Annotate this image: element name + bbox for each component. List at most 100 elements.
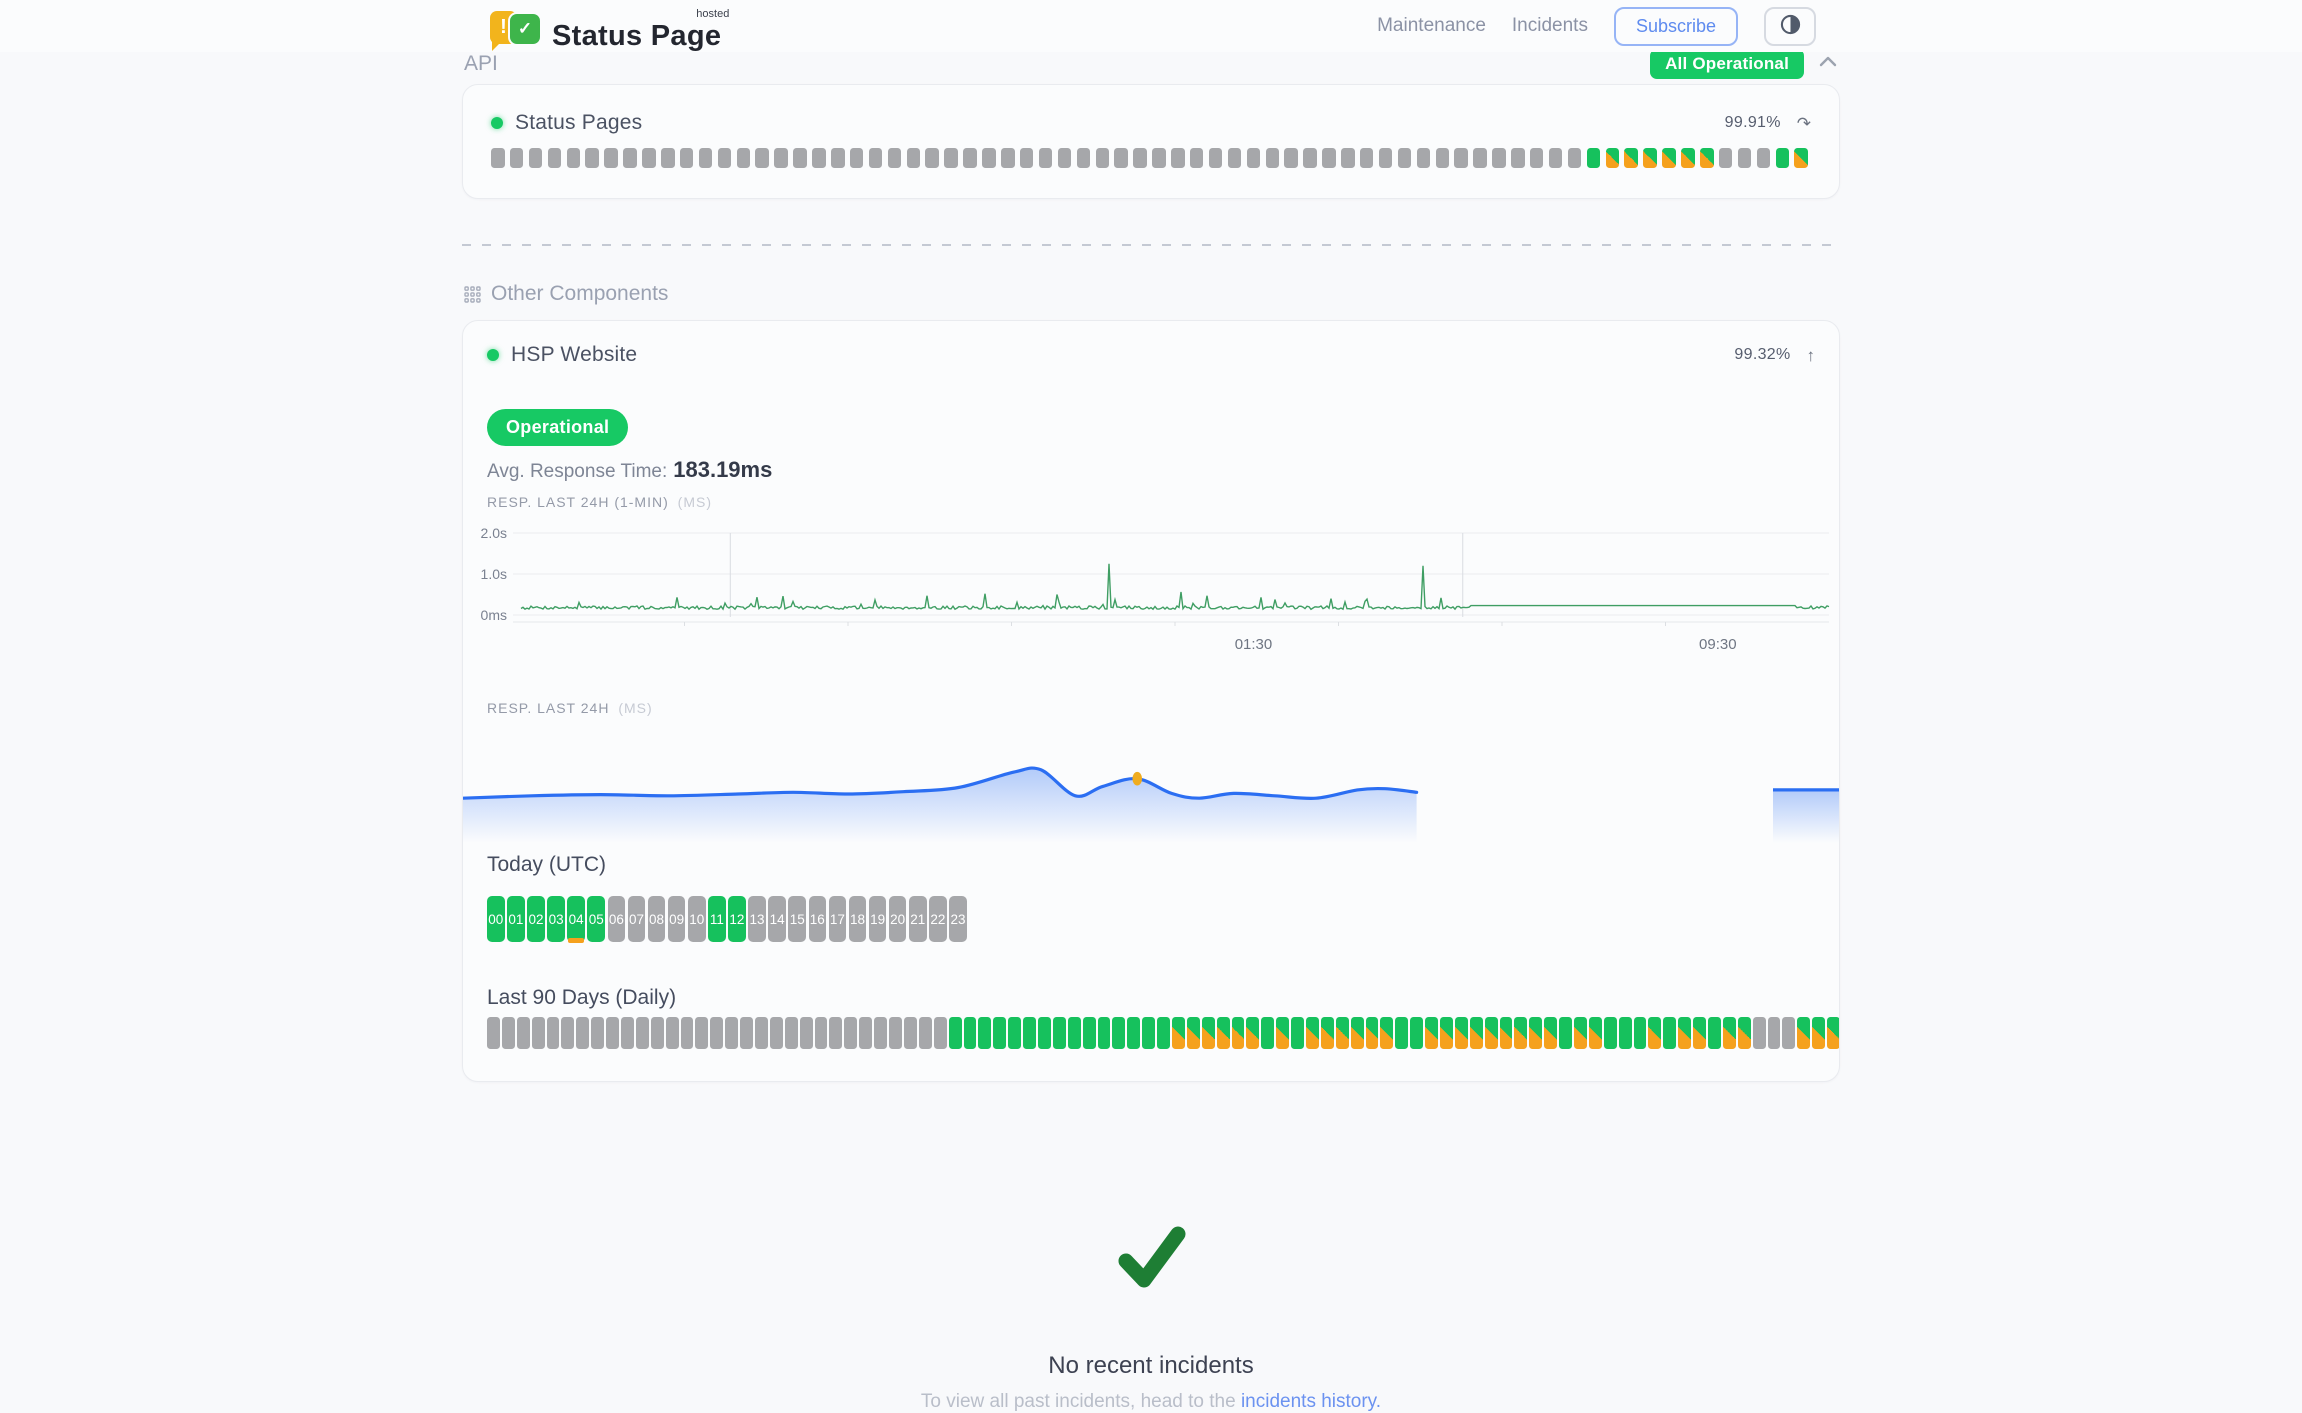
uptime-bar[interactable] [591,1017,605,1049]
uptime-bar[interactable] [585,148,599,168]
uptime-bar[interactable] [501,1017,515,1049]
uptime-bar[interactable] [918,1017,932,1049]
uptime-bar[interactable] [1737,148,1752,168]
hour-box-07[interactable]: 07 [627,896,646,942]
uptime-bar[interactable] [1499,1017,1513,1049]
uptime-bar[interactable] [1171,148,1185,168]
refresh-arrow-icon[interactable]: ↷ [1796,113,1811,133]
uptime-bar[interactable] [1514,1017,1528,1049]
uptime-bar[interactable] [868,148,883,168]
uptime-bar[interactable] [1529,1017,1543,1049]
uptime-bar[interactable] [1633,1017,1647,1049]
uptime-bar[interactable] [774,148,788,168]
uptime-bar[interactable] [1133,148,1147,168]
uptime-bar[interactable] [1142,1017,1156,1049]
uptime-bar[interactable] [1246,148,1261,168]
uptime-bar[interactable] [1322,148,1336,168]
uptime-bar[interactable] [1189,148,1204,168]
hour-box-15[interactable]: 15 [788,896,806,942]
uptime-bar[interactable] [933,1017,947,1049]
nav-maintenance[interactable]: Maintenance [1377,15,1486,36]
uptime-bar[interactable] [661,148,675,168]
uptime-bar[interactable] [874,1017,888,1049]
uptime-bar[interactable] [812,148,826,168]
uptime-bar[interactable] [1435,148,1450,168]
uptime-bar[interactable] [1231,1017,1245,1049]
uptime-bar[interactable] [1827,1017,1839,1049]
uptime-bar[interactable] [1265,148,1280,168]
uptime-bar[interactable] [1201,1017,1215,1049]
hour-box-08[interactable]: 08 [647,896,666,942]
hour-box-20[interactable]: 20 [888,896,907,942]
uptime-bar[interactable] [1454,1017,1468,1049]
uptime-bar[interactable] [1722,1017,1736,1049]
hour-box-04[interactable]: 04 [567,896,585,943]
uptime-bar[interactable] [650,1017,664,1049]
uptime-bar[interactable] [1574,1017,1587,1049]
uptime-bar[interactable] [1567,148,1582,168]
uptime-bar[interactable] [1469,1017,1483,1049]
uptime-bar[interactable] [1588,1017,1602,1049]
uptime-bar[interactable] [1643,148,1657,168]
uptime-bar[interactable] [1261,1017,1275,1049]
hour-box-16[interactable]: 16 [808,896,827,942]
hour-box-13[interactable]: 13 [748,896,766,942]
uptime-bar[interactable] [1052,1017,1066,1049]
uptime-bar[interactable] [1157,1017,1170,1049]
uptime-bar[interactable] [1227,148,1242,168]
uptime-bar[interactable] [576,1017,590,1049]
uptime-bar[interactable] [547,148,562,168]
uptime-bar[interactable] [736,148,751,168]
uptime-bar[interactable] [665,1017,679,1049]
uptime-bar[interactable] [831,148,845,168]
uptime-bar[interactable] [784,1017,798,1049]
uptime-bar[interactable] [604,148,618,168]
uptime-bar[interactable] [1276,1017,1290,1049]
hour-box-12[interactable]: 12 [728,896,746,942]
hour-box-19[interactable]: 19 [868,896,887,942]
uptime-bar[interactable] [1067,1017,1081,1049]
uptime-bar[interactable] [1380,1017,1394,1049]
uptime-bar[interactable] [1794,148,1808,168]
uptime-bar[interactable] [1303,148,1317,168]
hour-box-01[interactable]: 01 [507,896,525,942]
uptime-bar[interactable] [1038,148,1053,168]
uptime-bar[interactable] [849,148,864,168]
uptime-bar[interactable] [717,148,732,168]
response-time-chart-24h[interactable] [463,725,1839,848]
uptime-bar[interactable] [1425,1017,1438,1049]
uptime-bar[interactable] [1473,148,1487,168]
uptime-bar[interactable] [1378,148,1393,168]
uptime-bar[interactable] [1305,1017,1319,1049]
uptime-bar[interactable] [925,148,939,168]
uptime-bar[interactable] [1756,148,1771,168]
uptime-bar[interactable] [1678,1017,1692,1049]
uptime-bar[interactable] [1782,1017,1796,1049]
uptime-bar[interactable] [1737,1017,1751,1049]
hour-box-03[interactable]: 03 [547,896,565,942]
uptime-bar[interactable] [1291,1017,1304,1049]
uptime-bar[interactable] [1335,1017,1349,1049]
uptime-bar[interactable] [1023,1017,1036,1049]
uptime-bar[interactable] [509,148,524,168]
uptime-bar[interactable] [621,1017,634,1049]
uptime-bar[interactable] [528,148,543,168]
uptime-bar[interactable] [491,148,505,168]
uptime-bar[interactable] [1767,1017,1781,1049]
uptime-bar[interactable] [859,1017,873,1049]
hour-box-14[interactable]: 14 [768,896,786,942]
uptime-bar[interactable] [1216,1017,1230,1049]
uptime-bar[interactable] [1186,1017,1200,1049]
uptime-bar[interactable] [963,1017,977,1049]
uptime-bar[interactable] [1484,1017,1498,1049]
incidents-history-link[interactable]: incidents history. [1240,1391,1382,1412]
uptime-bar[interactable] [1693,1017,1707,1049]
uptime-bar[interactable] [1548,148,1563,168]
uptime-bar[interactable] [1663,1017,1677,1049]
uptime-bar[interactable] [635,1017,649,1049]
uptime-bar[interactable] [642,148,656,168]
uptime-bar[interactable] [1095,148,1109,168]
uptime-bar[interactable] [963,148,977,168]
uptime-bar[interactable] [1775,148,1790,168]
uptime-bar[interactable] [1648,1017,1662,1049]
